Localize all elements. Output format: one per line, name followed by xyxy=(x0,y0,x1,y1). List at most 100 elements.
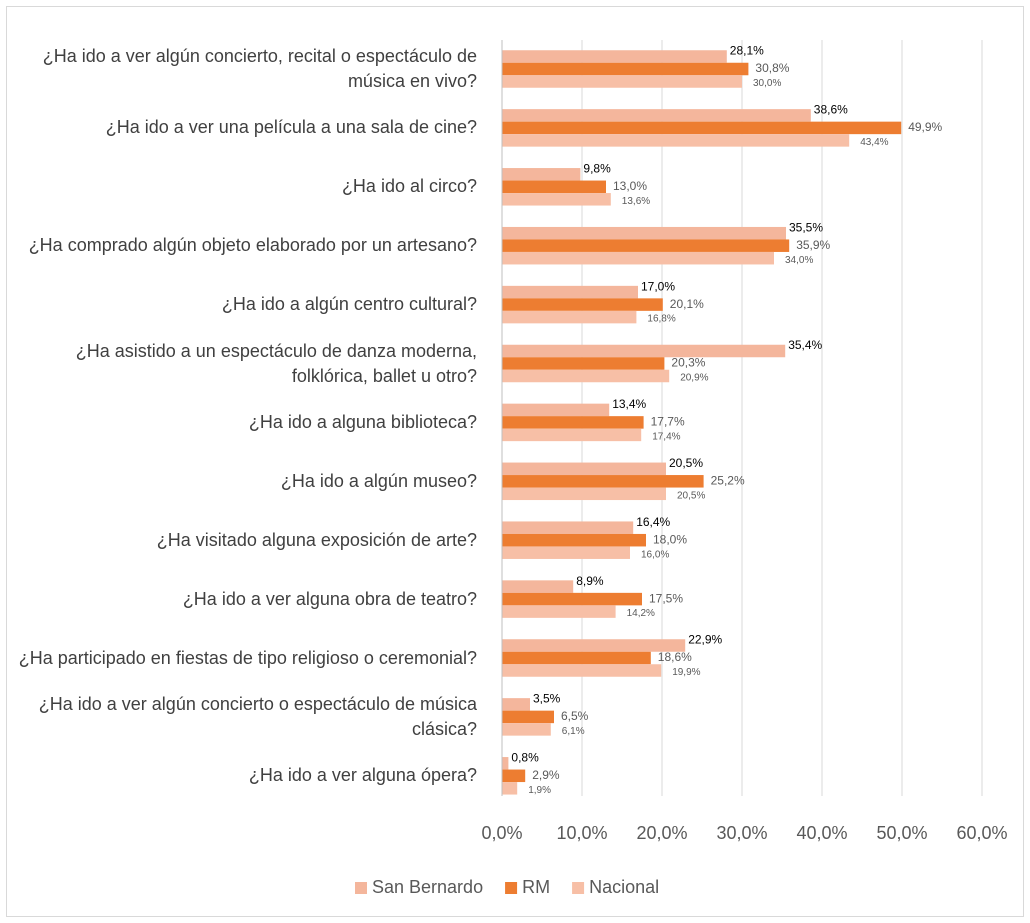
data-label: 18,6% xyxy=(658,650,692,664)
legend-label: Nacional xyxy=(589,877,659,897)
bar xyxy=(502,310,637,324)
bar xyxy=(502,782,518,795)
data-label: 17,4% xyxy=(652,432,680,443)
y-tick-label: ¿Ha ido a algún centro cultural? xyxy=(221,294,477,315)
data-label: 20,5% xyxy=(677,490,705,501)
legend-swatch xyxy=(505,882,518,894)
y-tick-label: ¿Ha comprado algún objeto elaborado por … xyxy=(28,235,477,256)
data-label: 14,2% xyxy=(627,608,655,619)
bar xyxy=(502,428,642,442)
data-label: 30,8% xyxy=(755,61,789,75)
y-tick-label: ¿Ha visitado alguna exposición de arte? xyxy=(156,529,477,550)
legend-swatch xyxy=(355,882,367,894)
bar xyxy=(502,592,642,606)
bar xyxy=(502,521,634,534)
bar xyxy=(502,239,790,252)
data-label: 43,4% xyxy=(860,137,888,148)
data-label: 0,8% xyxy=(511,750,539,764)
bar xyxy=(502,403,610,417)
data-label: 13,4% xyxy=(612,397,646,411)
y-tick-label: ¿Ha participado en fiestas de tipo relig… xyxy=(18,647,477,668)
bar xyxy=(502,369,670,383)
data-label: 18,0% xyxy=(653,532,687,546)
data-label: 16,8% xyxy=(647,314,675,325)
bar xyxy=(502,416,644,429)
data-label: 35,4% xyxy=(788,338,822,352)
bar xyxy=(502,168,581,181)
y-tick-label: ¿Ha ido a algún museo? xyxy=(280,470,477,491)
bar xyxy=(502,698,530,711)
bar xyxy=(502,193,611,206)
bar xyxy=(502,344,786,358)
bar xyxy=(502,134,850,147)
bar xyxy=(502,462,666,476)
bar xyxy=(502,757,509,770)
x-tick-label: 30,0% xyxy=(716,823,767,843)
bar xyxy=(502,546,630,559)
data-label: 35,5% xyxy=(789,220,823,234)
x-tick-label: 10,0% xyxy=(556,823,607,843)
bar xyxy=(502,298,663,311)
data-label: 17,0% xyxy=(641,279,675,293)
data-label: 1,9% xyxy=(528,785,551,796)
data-label: 9,8% xyxy=(583,161,611,175)
bar xyxy=(502,664,662,677)
bar xyxy=(502,121,902,135)
data-label: 38,6% xyxy=(814,103,848,117)
data-label: 28,1% xyxy=(730,44,764,58)
bar xyxy=(502,285,638,299)
data-label: 25,2% xyxy=(711,473,745,487)
data-label: 19,9% xyxy=(672,667,700,678)
legend-label: RM xyxy=(522,877,550,897)
bar xyxy=(502,251,774,265)
y-tick-label: ¿Ha ido a ver algún concierto o espectác… xyxy=(38,693,477,739)
data-label: 13,6% xyxy=(622,196,650,207)
data-label: 30,0% xyxy=(753,78,781,89)
bar xyxy=(502,533,646,547)
bar xyxy=(502,357,665,370)
data-label: 20,1% xyxy=(670,297,704,311)
bar xyxy=(502,475,704,488)
chart-border xyxy=(6,6,1024,917)
x-tick-label: 20,0% xyxy=(636,823,687,843)
y-tick-label: ¿Ha ido a ver una película a una sala de… xyxy=(105,117,477,138)
y-tick-label: ¿Ha ido a alguna biblioteca? xyxy=(248,411,477,432)
data-label: 16,4% xyxy=(636,515,670,529)
bar xyxy=(502,651,651,665)
data-label: 20,5% xyxy=(669,456,703,470)
data-label: 17,7% xyxy=(651,415,685,429)
y-tick-label: ¿Ha asistido a un espectáculo de danza m… xyxy=(75,340,477,386)
data-label: 22,9% xyxy=(688,633,722,647)
x-tick-label: 40,0% xyxy=(796,823,847,843)
bar xyxy=(502,580,574,593)
data-label: 20,9% xyxy=(680,373,708,384)
bar xyxy=(502,605,616,618)
bar xyxy=(502,226,786,240)
bar xyxy=(502,50,727,63)
y-tick-label: ¿Ha ido a ver alguna ópera? xyxy=(248,765,477,786)
bar xyxy=(502,109,811,122)
x-tick-label: 0,0% xyxy=(481,823,522,843)
data-label: 6,1% xyxy=(562,726,585,737)
legend-swatch xyxy=(572,882,585,894)
bar xyxy=(502,769,526,783)
x-tick-label: 60,0% xyxy=(956,823,1007,843)
bar xyxy=(502,180,606,194)
data-label: 49,9% xyxy=(908,120,942,134)
data-label: 8,9% xyxy=(576,574,604,588)
data-label: 13,0% xyxy=(613,179,647,193)
y-tick-label: ¿Ha ido a ver algún concierto, recital o… xyxy=(42,46,477,91)
data-label: 2,9% xyxy=(532,768,560,782)
bar xyxy=(502,75,742,88)
y-tick-label: ¿Ha ido al circo? xyxy=(341,176,477,197)
data-label: 17,5% xyxy=(649,591,683,605)
data-label: 3,5% xyxy=(533,692,561,706)
y-tick-label: ¿Ha ido a ver alguna obra de teatro? xyxy=(182,588,477,609)
legend-label: San Bernardo xyxy=(372,877,483,897)
bar xyxy=(502,639,686,652)
data-label: 34,0% xyxy=(785,255,813,266)
data-label: 16,0% xyxy=(641,549,669,560)
bar xyxy=(502,487,666,501)
